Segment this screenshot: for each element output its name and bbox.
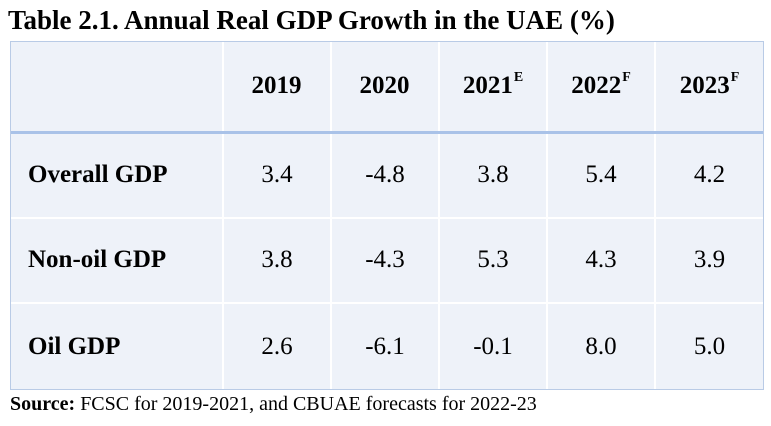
table-cell: 3.8 bbox=[222, 216, 331, 304]
column-header-2020: 2020 bbox=[330, 42, 439, 134]
table-cell: 5.3 bbox=[438, 216, 547, 304]
estimate-marker: E bbox=[513, 70, 524, 86]
row-label: Overall GDP bbox=[28, 161, 168, 189]
table-header-row: 2019 2020 2021E 2022F 2023F bbox=[11, 42, 763, 134]
gdp-growth-table: 2019 2020 2021E 2022F 2023F Overall GDP … bbox=[11, 42, 763, 389]
forecast-marker: F bbox=[622, 70, 631, 86]
table-cell: 4.2 bbox=[654, 132, 763, 218]
table-title: Table 2.1. Annual Real GDP Growth in the… bbox=[8, 5, 615, 35]
column-header-2023: 2023F bbox=[654, 42, 763, 134]
table-cell: 3.4 bbox=[222, 132, 331, 218]
table-cell: 5.0 bbox=[654, 302, 763, 389]
header-corner-cell bbox=[11, 42, 223, 134]
table-cell: 4.3 bbox=[546, 216, 655, 304]
column-header-2019: 2019 bbox=[222, 42, 331, 134]
table-cell: 8.0 bbox=[546, 302, 655, 389]
table-cell: 5.4 bbox=[546, 132, 655, 218]
column-header-2021: 2021E bbox=[438, 42, 547, 134]
source-note: Source: FCSC for 2019-2021, and CBUAE fo… bbox=[10, 392, 537, 416]
table-row-oil-gdp: Oil GDP 2.6 -6.1 -0.1 8.0 5.0 bbox=[11, 302, 763, 389]
source-label: Source: bbox=[10, 393, 76, 415]
table-row-non-oil-gdp: Non-oil GDP 3.8 -4.3 5.3 4.3 3.9 bbox=[11, 216, 763, 304]
column-header-2022: 2022F bbox=[546, 42, 655, 134]
source-text: FCSC for 2019-2021, and CBUAE forecasts … bbox=[75, 393, 537, 415]
table-cell: 3.9 bbox=[654, 216, 763, 304]
row-label: Non-oil GDP bbox=[11, 216, 223, 304]
table-cell: -4.8 bbox=[330, 132, 439, 218]
table-cell: 3.8 bbox=[438, 132, 547, 218]
row-label: Oil GDP bbox=[11, 302, 223, 389]
table-cell: -6.1 bbox=[330, 302, 439, 389]
gdp-table-container: 2019 2020 2021E 2022F 2023F Overall GDP … bbox=[10, 41, 764, 390]
table-cell: 2.6 bbox=[222, 302, 331, 389]
table-cell: -0.1 bbox=[438, 302, 547, 389]
table-cell: -4.3 bbox=[330, 216, 439, 304]
forecast-marker: F bbox=[730, 70, 740, 86]
table-row-overall-gdp: Overall GDP 3.4 -4.8 3.8 5.4 4.2 bbox=[11, 132, 763, 218]
